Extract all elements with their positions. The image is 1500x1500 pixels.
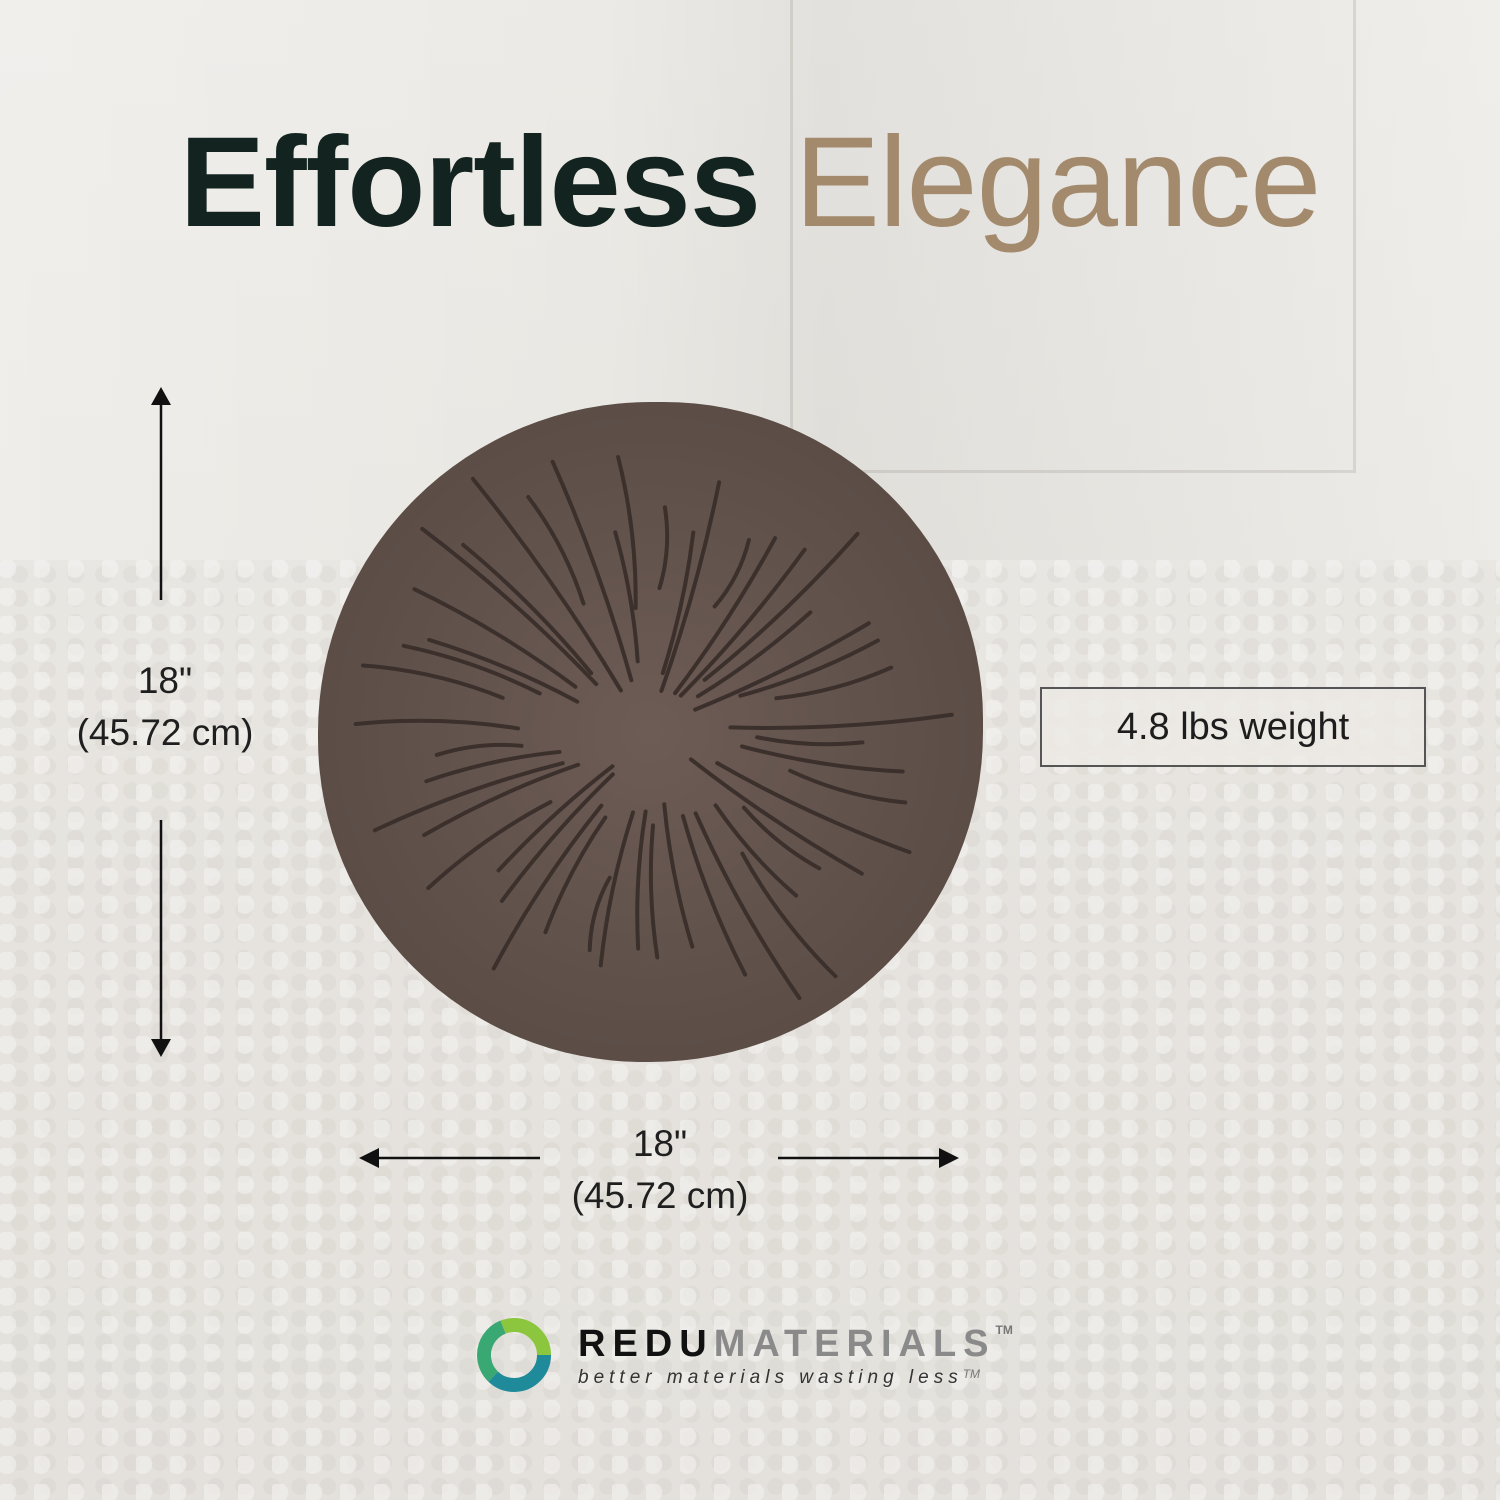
height-inches: 18" [137, 660, 193, 701]
page-title: Effortless Elegance [0, 108, 1500, 258]
crack-line [755, 735, 865, 747]
crack-line [427, 637, 580, 704]
crack-line [740, 744, 905, 774]
height-label: 18" (45.72 cm) [40, 655, 290, 759]
crack-line [526, 495, 586, 606]
crack-line [788, 768, 908, 805]
crack-line [648, 823, 660, 960]
crack-line [422, 762, 581, 838]
crack-line [693, 811, 802, 1001]
background-door [790, 0, 1356, 473]
crack-line [401, 643, 542, 696]
weight-text: 4.8 lbs weight [1116, 705, 1350, 748]
crack-line [550, 459, 634, 683]
title-part-1: Effortless [179, 111, 761, 254]
crack-line [695, 610, 813, 699]
swirl-ring-icon [477, 1318, 551, 1392]
crack-line [461, 542, 594, 676]
crack-line [774, 665, 894, 701]
crack-line [420, 526, 599, 687]
crack-line [741, 805, 822, 871]
crack-line [424, 749, 562, 784]
stepping-stone-product [318, 402, 983, 1062]
crack-line [360, 663, 505, 700]
crack-line [740, 851, 838, 979]
width-inches: 18" [632, 1123, 688, 1164]
crack-line [738, 638, 880, 698]
height-cm: (45.72 cm) [76, 712, 254, 753]
title-part-2: Elegance [794, 111, 1322, 254]
wood-grain-cracks [353, 455, 954, 1001]
brand-logo: REDUMATERIALSTM better materials wasting… [474, 1315, 1034, 1395]
width-label: 18" (45.72 cm) [530, 1118, 790, 1222]
crack-line [693, 621, 871, 712]
crack-line [662, 802, 695, 949]
crack-line [499, 772, 615, 903]
crack-line [657, 505, 670, 590]
width-cm: (45.72 cm) [571, 1175, 749, 1216]
crack-line [713, 803, 799, 898]
brand-tagline: better materials wasting lessTM [578, 1367, 981, 1388]
crack-line [598, 810, 636, 968]
crack-line [587, 875, 612, 953]
crack-line [712, 537, 751, 609]
crack-line [728, 712, 954, 730]
width-arrow-icon [359, 1148, 959, 1168]
crack-line [426, 800, 553, 891]
crack-line [434, 742, 524, 757]
brand-name: REDUMATERIALSTM [578, 1323, 1013, 1365]
crack-line [702, 531, 860, 682]
crack-line [616, 455, 638, 610]
crack-line [673, 536, 778, 696]
height-arrow-icon [151, 387, 171, 1057]
crack-line [678, 547, 807, 698]
crack-line [680, 814, 748, 977]
crack-line [353, 718, 521, 731]
crack-line [372, 761, 565, 833]
crack-line [470, 476, 623, 693]
crack-line [543, 815, 608, 935]
crack-line [715, 761, 912, 855]
crack-line [496, 764, 615, 873]
crack-line [613, 530, 640, 664]
crack-line [659, 480, 722, 694]
crack-line [688, 757, 864, 876]
crack-line [491, 803, 604, 971]
crack-line [635, 809, 648, 951]
crack-line [412, 587, 578, 689]
crack-line [660, 530, 696, 676]
weight-badge: 4.8 lbs weight [1040, 687, 1426, 767]
